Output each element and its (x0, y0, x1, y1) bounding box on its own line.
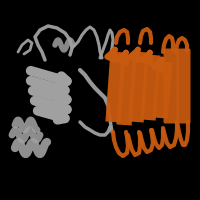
FancyBboxPatch shape (177, 48, 190, 123)
FancyBboxPatch shape (164, 48, 179, 123)
